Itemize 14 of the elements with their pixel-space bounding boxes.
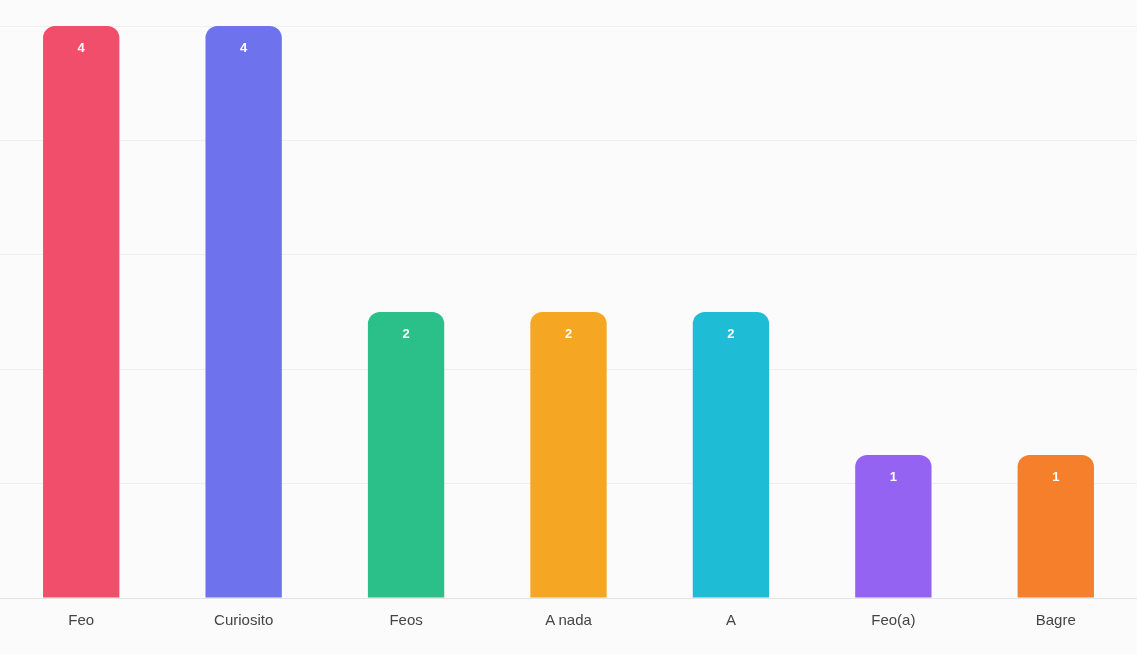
x-tick-label: Bagre bbox=[1035, 611, 1076, 629]
x-tick-label: Feo(a) bbox=[871, 611, 916, 629]
data-label: 1 bbox=[1052, 468, 1060, 484]
data-label: 2 bbox=[564, 325, 573, 341]
data-label: 2 bbox=[727, 325, 735, 341]
x-tick-label: Feo bbox=[68, 611, 95, 629]
data-label: 4 bbox=[240, 39, 249, 55]
x-tick-label: Curiosito bbox=[214, 611, 274, 629]
data-label: 4 bbox=[77, 39, 86, 55]
data-label: 1 bbox=[889, 468, 897, 484]
x-tick-label: Feos bbox=[389, 611, 423, 629]
x-tick-label: A bbox=[725, 611, 736, 629]
x-tick-label: A nada bbox=[545, 611, 593, 629]
data-label: 2 bbox=[402, 325, 410, 341]
